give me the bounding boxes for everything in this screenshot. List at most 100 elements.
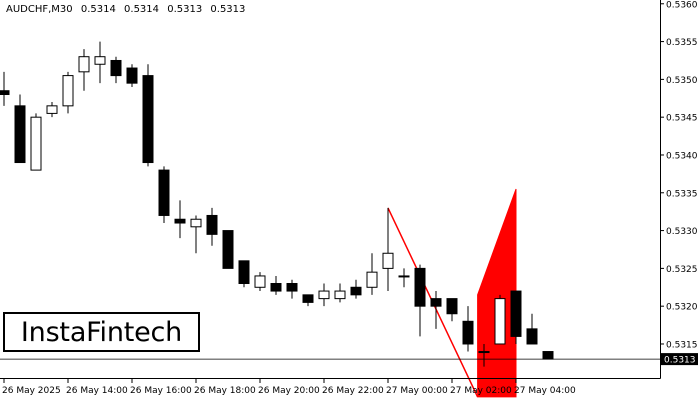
candle-body-bull <box>46 105 58 114</box>
x-tick-label: 27 May 00:00 <box>386 386 448 396</box>
candle-body-bear <box>430 298 442 307</box>
y-tick-label: 0.5335 <box>666 189 698 199</box>
candle <box>174 200 186 239</box>
ohlc-high: 0.5314 <box>124 4 160 15</box>
candle-body-bull <box>30 116 42 171</box>
y-tick-label: 0.5360 <box>666 0 698 10</box>
candle <box>0 71 10 106</box>
candle-body-bull <box>398 275 410 278</box>
x-tick-label: 26 May 18:00 <box>194 386 256 396</box>
x-tick-label: 27 May 04:00 <box>514 386 576 396</box>
candle <box>254 272 266 292</box>
chart-header: AUDCHF,M30 0.5314 0.5314 0.5313 0.5313 <box>6 4 250 15</box>
candle-body-bear <box>510 290 522 337</box>
candle <box>158 166 170 224</box>
candle-body-bull <box>94 56 106 65</box>
y-tick-label: 0.5325 <box>666 265 698 275</box>
pattern-layer <box>387 188 517 398</box>
x-tick-label: 26 May 20:00 <box>258 386 320 396</box>
candle-body-bull <box>494 298 506 345</box>
brand-logo-text: InstaFintech <box>20 316 183 348</box>
current-price-label: 0.5313 <box>664 356 696 366</box>
candle-body-bull <box>382 252 394 269</box>
candle <box>462 306 474 352</box>
candle <box>286 279 298 299</box>
candle-body-bear <box>222 230 234 269</box>
candle <box>30 113 42 171</box>
axes-layer: 0.5315 0.5320 0.5325 0.5330 0.5335 0.5340 0.53… <box>0 0 698 396</box>
candle <box>318 283 330 307</box>
candle <box>350 279 362 299</box>
x-tick-label: 26 May 2025 <box>2 386 61 396</box>
candle-body-bear <box>110 59 122 77</box>
candle-body-bear <box>206 214 218 235</box>
candle <box>190 215 202 254</box>
candle <box>14 94 26 164</box>
candle-body-bear <box>238 260 250 285</box>
candle-body-bear <box>158 169 170 216</box>
candle-body-bear <box>414 267 426 307</box>
candle-body-bear <box>286 283 298 292</box>
candle-body-bear <box>542 351 554 360</box>
ohlc-open: 0.5314 <box>80 4 116 15</box>
current-price-tag <box>661 353 698 366</box>
candle <box>270 275 282 295</box>
x-tick-label: 26 May 14:00 <box>66 386 128 396</box>
x-tick-label: 27 May 02:00 <box>450 386 512 396</box>
candle <box>302 294 314 307</box>
candle-body-bull <box>254 275 266 288</box>
y-tick-label: 0.5320 <box>666 303 698 313</box>
candle-body-bear <box>526 328 538 345</box>
candle <box>366 253 378 295</box>
candle-body-bear <box>174 218 186 224</box>
ohlc-low: 0.5313 <box>167 4 203 15</box>
ohlc-close: 0.5313 <box>210 4 246 15</box>
candle <box>494 294 506 345</box>
candle-body-bear <box>302 294 314 303</box>
y-tick-label: 0.5340 <box>666 151 698 161</box>
candle <box>398 268 410 288</box>
candle-body-bull <box>62 75 74 107</box>
candle-body-bear <box>270 283 282 292</box>
candle <box>126 64 138 87</box>
candle <box>334 283 346 303</box>
candle <box>62 71 74 114</box>
candle-body-bear <box>126 67 138 84</box>
candle-body-bull <box>318 290 330 300</box>
candle <box>478 343 490 367</box>
candle <box>542 351 554 360</box>
candles-layer <box>0 41 554 367</box>
y-tick-label: 0.5350 <box>666 76 698 86</box>
pattern-flag <box>477 188 517 398</box>
candle <box>46 102 58 118</box>
y-tick-label: 0.5315 <box>666 340 698 350</box>
candle-body-bear <box>14 105 26 164</box>
candle-body-bull <box>190 218 202 228</box>
candle <box>94 41 106 84</box>
candle-body-bear <box>446 298 458 315</box>
candle <box>382 207 394 292</box>
candle <box>526 313 538 345</box>
candle-body-bull <box>78 56 90 73</box>
symbol-label: AUDCHF,M30 <box>6 4 73 15</box>
candle <box>206 207 218 246</box>
candle <box>110 56 122 84</box>
candle-body-bear <box>462 320 474 345</box>
y-tick-label: 0.5345 <box>666 114 698 124</box>
candle-body-bull <box>366 271 378 288</box>
candle-body-bear <box>142 75 154 164</box>
candle <box>414 264 426 337</box>
candle-body-bear <box>0 90 10 96</box>
candle-body-bull <box>334 290 346 300</box>
candle <box>78 49 90 91</box>
candle <box>510 290 522 344</box>
x-tick-label: 26 May 22:00 <box>322 386 384 396</box>
y-tick-label: 0.5355 <box>666 38 698 48</box>
candle <box>142 64 154 167</box>
y-tick-label: 0.5330 <box>666 227 698 237</box>
x-tick-label: 26 May 16:00 <box>130 386 192 396</box>
candle <box>430 291 442 329</box>
candle-body-bear <box>350 286 362 296</box>
